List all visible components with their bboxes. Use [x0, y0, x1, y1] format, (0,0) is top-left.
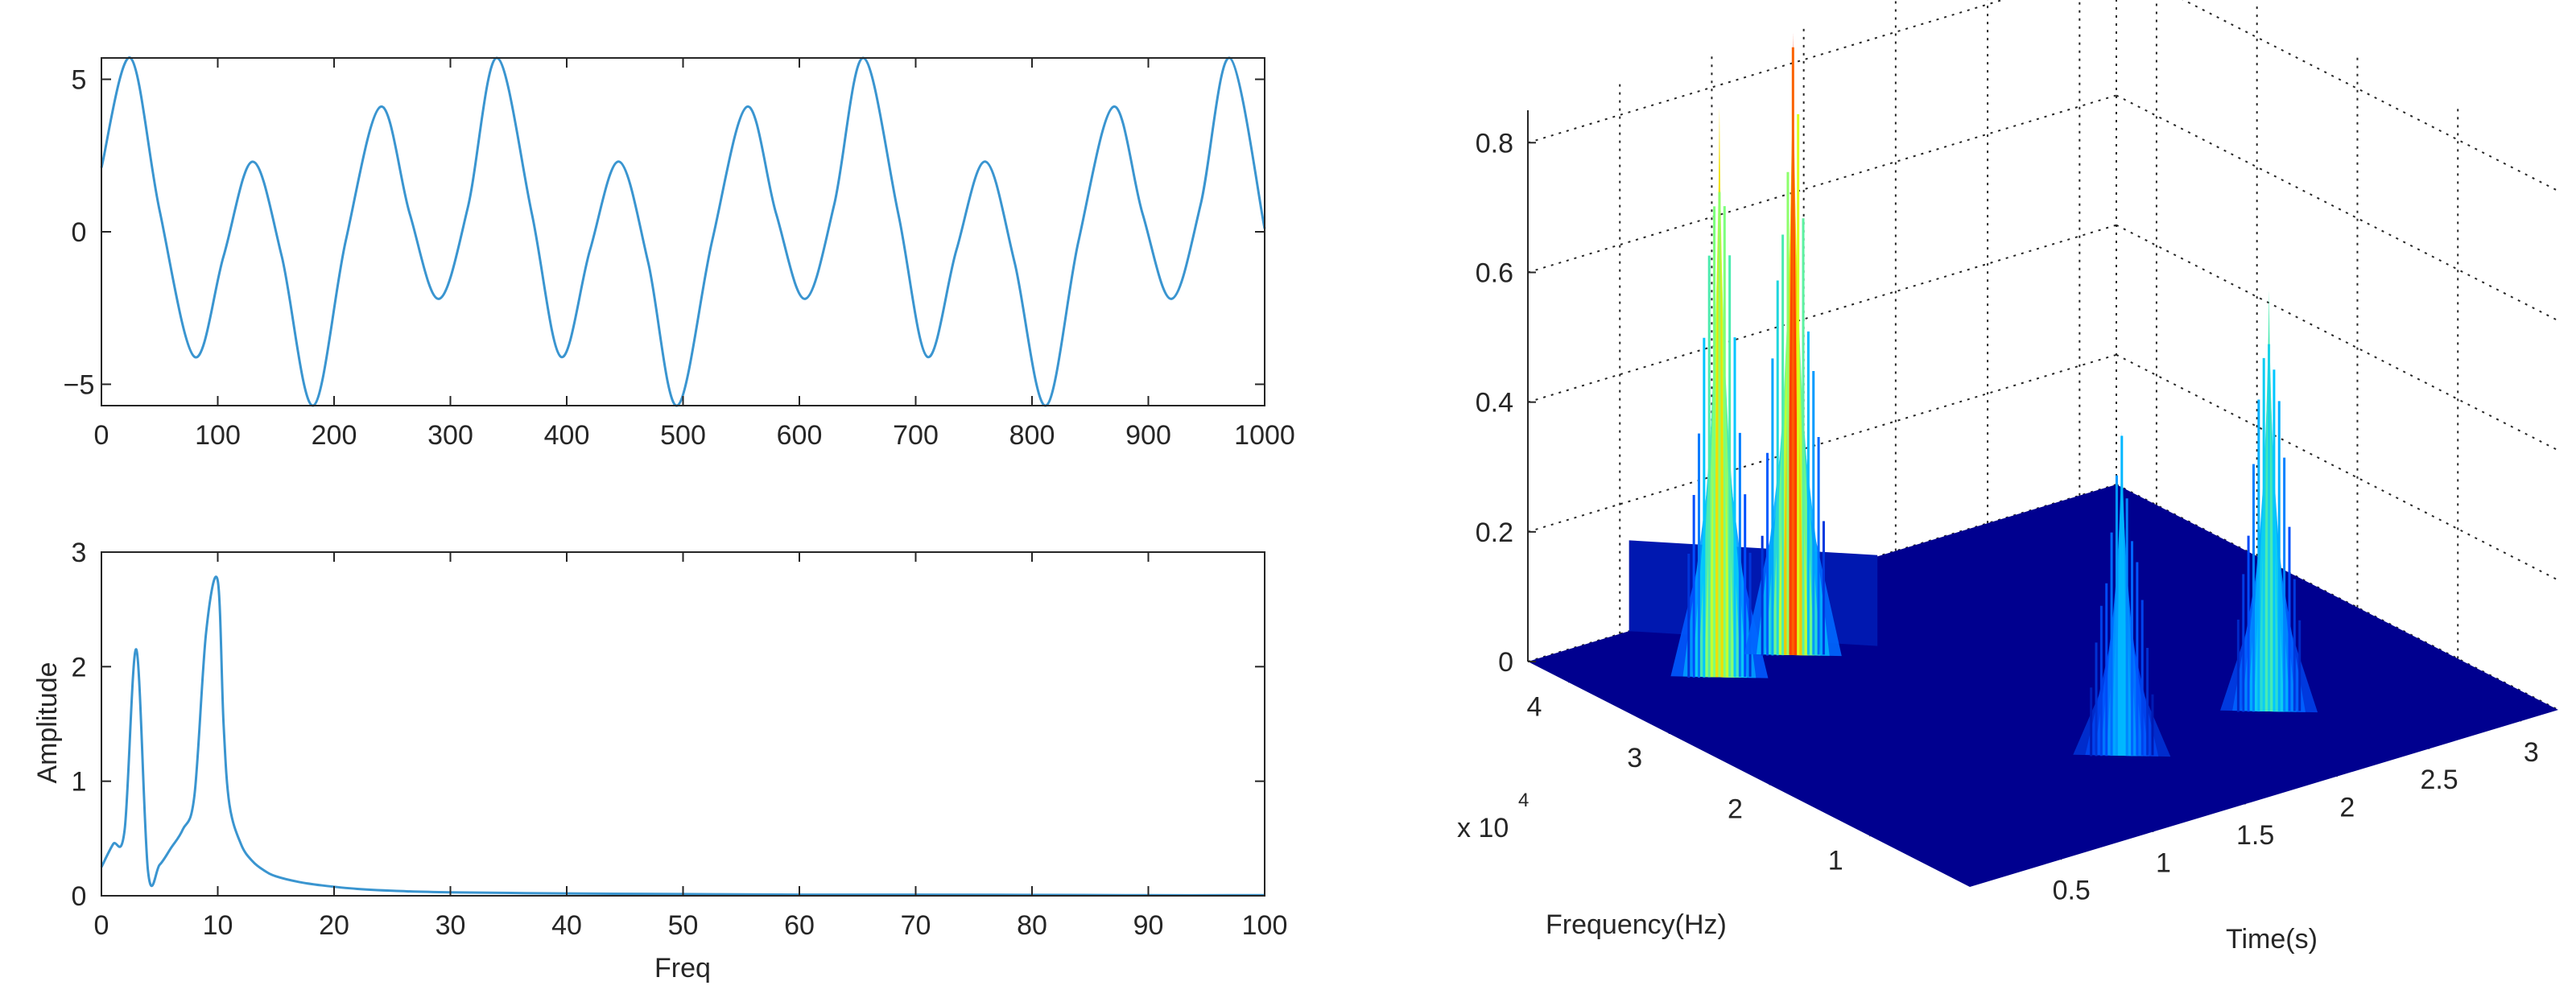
- surface-peak: [2220, 290, 2318, 713]
- spectrum-line-path: [100, 575, 1265, 897]
- spectrum-ytick-label: 0: [72, 881, 87, 912]
- surface-ztick-label: 0.4: [1476, 388, 1513, 419]
- time-frequency-surface-plot: 0 0.2 0.4 0.6 0.8 1 2 3 4 0.5 1 1.5 2 2.5 3 Frequency(…: [1457, 0, 2559, 955]
- surface-grid-line: [2116, 353, 2559, 581]
- surface-ytick-label: 4: [1526, 691, 1542, 722]
- spectrum-xtick-label: 20: [319, 910, 349, 941]
- surface-ztick-label: 0.8: [1476, 128, 1513, 159]
- surface-ztick-label: 0: [1498, 647, 1513, 678]
- signal-series-line: [100, 56, 1266, 407]
- signal-ytick-label: −5: [64, 369, 95, 400]
- signal-xtick-label: 200: [312, 420, 357, 451]
- signal-plot-ticks: 0 100 200 300 400 500 600 700 800 900 1000 5 0 −5: [64, 58, 1295, 451]
- spectrum-xtick-label: 90: [1133, 910, 1164, 941]
- surface-xtick-label: 2.5: [2420, 765, 2458, 795]
- surface-ytick-label: 1: [1828, 845, 1843, 876]
- spectrum-ytick-label: 1: [72, 767, 87, 798]
- surface-xtick-label: 1.5: [2236, 820, 2274, 851]
- spectrum-xtick-label: 60: [784, 910, 815, 941]
- surface-ticks: 0 0.2 0.4 0.6 0.8 1 2 3 4 0.5 1 1.5 2 2.5 3: [1476, 110, 2539, 906]
- surface-ylabel: Frequency(Hz): [1546, 909, 1727, 940]
- surface-multiplier: x 10: [1457, 813, 1509, 843]
- spectrum-xtick-label: 10: [203, 910, 233, 941]
- spectrum-ylabel: Amplitude: [32, 662, 63, 783]
- signal-xtick-label: 700: [893, 420, 939, 451]
- signal-xtick-label: 500: [660, 420, 706, 451]
- signal-xtick-label: 1000: [1234, 420, 1295, 451]
- spectrum-xtick-label: 30: [436, 910, 466, 941]
- surface-mesh: [1528, 32, 2558, 887]
- spectrum-xtick-label: 50: [668, 910, 699, 941]
- spectrum-xtick-label: 70: [901, 910, 931, 941]
- signal-ytick-label: 5: [72, 65, 87, 96]
- surface-peak: [2073, 431, 2171, 757]
- surface-xtick-label: 1: [2156, 847, 2171, 878]
- surface-xlabel: Time(s): [2226, 924, 2318, 955]
- signal-xtick-label: 900: [1125, 420, 1171, 451]
- surface-grid-line: [1527, 224, 2117, 403]
- surface-xtick-label: 3: [2524, 737, 2539, 768]
- surface-grid-line: [1527, 94, 2117, 274]
- spectrum-xlabel: Freq: [654, 953, 711, 983]
- surface-peak: [1670, 106, 1769, 678]
- spectrum-ytick-label: 3: [72, 538, 87, 568]
- surface-ytick-label: 3: [1627, 743, 1642, 773]
- surface-xtick-label: 0.5: [2053, 876, 2091, 906]
- surface-grid-line: [2182, 0, 2559, 192]
- signal-xtick-label: 800: [1009, 420, 1055, 451]
- surface-ztick-label: 0.6: [1476, 258, 1513, 288]
- spectrum-series-line: [100, 575, 1265, 897]
- signal-ytick-label: 0: [72, 217, 87, 248]
- signal-xtick-label: 300: [427, 420, 473, 451]
- spectrum-xtick-label: 40: [551, 910, 582, 941]
- signal-line-path: [100, 56, 1266, 407]
- surface-grid-line: [1527, 353, 2117, 533]
- spectrum-xtick-label: 0: [94, 910, 109, 941]
- spectrum-ytick-label: 2: [72, 652, 87, 682]
- surface-xtick-label: 2: [2339, 793, 2355, 823]
- spectrum-xtick-label: 80: [1017, 910, 1047, 941]
- spectrum-plot-frame: [101, 551, 1265, 897]
- surface-grid-line: [1527, 0, 2005, 144]
- surface-ytick-label: 2: [1728, 794, 1743, 825]
- surface-multiplier-exponent: 4: [1518, 790, 1529, 811]
- surface-peak: [1744, 32, 1842, 657]
- signal-xtick-label: 400: [544, 420, 590, 451]
- signal-xtick-label: 600: [777, 420, 823, 451]
- surface-grid-line: [2116, 94, 2559, 322]
- signal-xtick-label: 100: [195, 420, 241, 451]
- surface-grid-line: [2116, 224, 2559, 452]
- surface-ztick-label: 0.2: [1476, 517, 1513, 548]
- signal-plot: 0 100 200 300 400 500 600 700 800 900 1000 5 0 −5: [64, 56, 1295, 451]
- spectrum-xtick-label: 100: [1242, 910, 1288, 941]
- signal-xtick-label: 0: [94, 420, 109, 451]
